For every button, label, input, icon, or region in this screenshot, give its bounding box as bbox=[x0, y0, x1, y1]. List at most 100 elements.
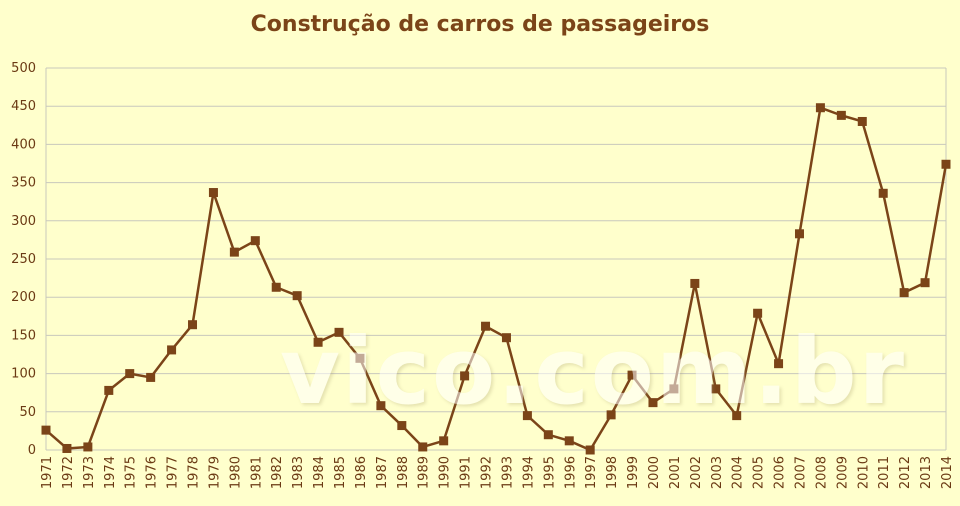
series-line-0 bbox=[45, 106, 948, 452]
chart-title: Construção de carros de passageiros bbox=[250, 12, 710, 37]
data-point-2009 bbox=[836, 110, 846, 120]
x-tick-label: 1991 bbox=[459, 456, 474, 489]
x-tick-label: 1999 bbox=[626, 456, 641, 489]
data-points bbox=[41, 103, 951, 455]
x-tick-label: 1975 bbox=[124, 456, 139, 489]
data-point-2011 bbox=[878, 188, 888, 198]
y-tick-label: 500 bbox=[11, 61, 36, 76]
x-axis: 1971 1972 1973 1974 1975 1976 1977 1978 1979 1980… bbox=[40, 456, 955, 489]
data-point-2001 bbox=[669, 384, 679, 394]
data-point-1974 bbox=[104, 385, 114, 395]
data-point-1980 bbox=[229, 247, 239, 257]
data-point-1986 bbox=[355, 353, 365, 363]
data-point-1993 bbox=[501, 333, 511, 343]
data-point-1996 bbox=[564, 436, 574, 446]
x-tick-label: 1976 bbox=[145, 456, 160, 489]
data-point-1994 bbox=[522, 411, 532, 421]
x-tick-label: 1987 bbox=[375, 456, 390, 489]
y-tick-label: 50 bbox=[19, 405, 36, 420]
data-point-1988 bbox=[397, 421, 407, 431]
data-point-2006 bbox=[774, 359, 784, 369]
data-point-1984 bbox=[313, 337, 323, 347]
x-tick-label: 1971 bbox=[40, 456, 55, 489]
x-tick-label: 1989 bbox=[417, 456, 432, 489]
x-tick-label: 1992 bbox=[480, 456, 495, 489]
x-tick-label: 2014 bbox=[940, 456, 955, 489]
x-tick-label: 1980 bbox=[228, 456, 243, 489]
data-point-2014 bbox=[941, 159, 951, 169]
x-tick-label: 1983 bbox=[291, 456, 306, 489]
x-tick-label: 1994 bbox=[521, 456, 536, 489]
x-tick-label: 2006 bbox=[773, 456, 788, 489]
data-point-1995 bbox=[543, 430, 553, 440]
data-point-1975 bbox=[125, 369, 135, 379]
x-tick-label: 2007 bbox=[793, 456, 808, 489]
x-tick-label: 1982 bbox=[270, 456, 285, 489]
x-tick-label: 1998 bbox=[605, 456, 620, 489]
y-tick-label: 100 bbox=[11, 367, 36, 382]
y-tick-label: 350 bbox=[11, 176, 36, 191]
data-point-2007 bbox=[794, 229, 804, 239]
data-point-1982 bbox=[271, 282, 281, 292]
data-point-2004 bbox=[732, 411, 742, 421]
y-tick-label: 300 bbox=[11, 214, 36, 229]
x-tick-label: 2003 bbox=[710, 456, 725, 489]
x-tick-label: 2009 bbox=[835, 456, 850, 489]
x-tick-label: 2010 bbox=[856, 456, 871, 489]
y-tick-label: 450 bbox=[11, 99, 36, 114]
x-tick-label: 1985 bbox=[333, 456, 348, 489]
x-tick-label: 1973 bbox=[82, 456, 97, 489]
data-point-1998 bbox=[606, 410, 616, 420]
y-tick-label: 200 bbox=[11, 290, 36, 305]
data-point-1989 bbox=[418, 442, 428, 452]
data-point-1979 bbox=[208, 188, 218, 198]
x-tick-label: 2013 bbox=[919, 456, 934, 489]
data-point-2013 bbox=[920, 278, 930, 288]
data-point-1991 bbox=[460, 371, 470, 381]
data-point-1999 bbox=[627, 370, 637, 380]
data-point-1983 bbox=[292, 291, 302, 301]
data-point-1972 bbox=[62, 443, 72, 453]
x-tick-label: 1997 bbox=[584, 456, 599, 489]
data-point-2005 bbox=[753, 308, 763, 318]
x-tick-label: 1977 bbox=[166, 456, 181, 489]
data-point-1990 bbox=[439, 436, 449, 446]
y-axis: 0 50 100 150 200 250 300 350 400 450 500 bbox=[11, 61, 36, 458]
x-tick-label: 1978 bbox=[187, 456, 202, 489]
series-line bbox=[45, 106, 948, 452]
x-tick-label: 2002 bbox=[689, 456, 704, 489]
data-point-1978 bbox=[188, 320, 198, 330]
data-point-1997 bbox=[585, 445, 595, 455]
x-tick-label: 2004 bbox=[731, 456, 746, 489]
x-tick-label: 2011 bbox=[877, 456, 892, 489]
x-tick-label: 2000 bbox=[647, 456, 662, 489]
y-tick-label: 0 bbox=[28, 443, 36, 458]
x-tick-label: 2008 bbox=[814, 456, 829, 489]
data-point-1992 bbox=[481, 321, 491, 331]
x-tick-label: 1990 bbox=[438, 456, 453, 489]
grid-lines bbox=[45, 67, 947, 451]
x-tick-label: 2012 bbox=[898, 456, 913, 489]
data-point-1971 bbox=[41, 425, 51, 435]
x-tick-label: 1988 bbox=[396, 456, 411, 489]
data-point-1987 bbox=[376, 401, 386, 411]
data-point-2003 bbox=[711, 384, 721, 394]
data-point-2010 bbox=[857, 116, 867, 126]
x-tick-label: 1986 bbox=[354, 456, 369, 489]
x-tick-label: 1981 bbox=[249, 456, 264, 489]
x-tick-label: 1984 bbox=[312, 456, 327, 489]
x-tick-label: 1974 bbox=[103, 456, 118, 489]
data-point-1985 bbox=[334, 327, 344, 337]
data-point-2000 bbox=[648, 398, 658, 408]
data-point-1977 bbox=[167, 345, 177, 355]
data-point-1981 bbox=[250, 236, 260, 246]
y-tick-label: 400 bbox=[11, 137, 36, 152]
y-tick-label: 250 bbox=[11, 252, 36, 267]
y-tick-label: 150 bbox=[11, 328, 36, 343]
x-tick-label: 2001 bbox=[668, 456, 683, 489]
x-tick-label: 1972 bbox=[61, 456, 76, 489]
x-tick-label: 1996 bbox=[563, 456, 578, 489]
x-tick-label: 1993 bbox=[500, 456, 515, 489]
data-point-2012 bbox=[899, 288, 909, 298]
